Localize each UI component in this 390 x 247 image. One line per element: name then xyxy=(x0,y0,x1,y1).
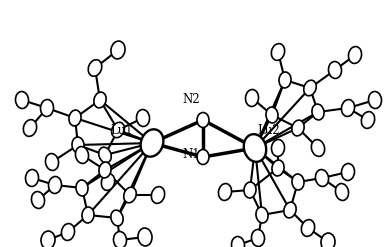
Ellipse shape xyxy=(369,91,381,108)
Ellipse shape xyxy=(244,134,266,162)
Ellipse shape xyxy=(136,109,149,126)
Ellipse shape xyxy=(256,207,268,223)
Ellipse shape xyxy=(271,44,285,60)
Ellipse shape xyxy=(304,80,316,96)
Ellipse shape xyxy=(82,207,94,223)
Ellipse shape xyxy=(62,224,74,240)
Ellipse shape xyxy=(41,100,53,117)
Text: Lu1: Lu1 xyxy=(110,124,133,137)
Ellipse shape xyxy=(94,92,106,108)
Ellipse shape xyxy=(101,174,115,190)
Ellipse shape xyxy=(99,162,111,178)
Ellipse shape xyxy=(197,112,209,127)
Text: Lu2: Lu2 xyxy=(257,124,280,137)
Ellipse shape xyxy=(301,220,315,236)
Ellipse shape xyxy=(348,46,362,63)
Ellipse shape xyxy=(151,187,165,203)
Ellipse shape xyxy=(321,233,335,247)
Ellipse shape xyxy=(341,100,355,116)
Ellipse shape xyxy=(45,154,58,170)
Ellipse shape xyxy=(75,146,89,164)
Ellipse shape xyxy=(342,164,355,181)
Ellipse shape xyxy=(76,180,88,196)
Ellipse shape xyxy=(72,137,84,153)
Text: N2: N2 xyxy=(182,93,200,106)
Ellipse shape xyxy=(271,140,285,157)
Ellipse shape xyxy=(245,89,259,106)
Ellipse shape xyxy=(124,187,136,203)
Ellipse shape xyxy=(113,231,126,247)
Ellipse shape xyxy=(141,129,163,157)
Ellipse shape xyxy=(292,174,304,190)
Ellipse shape xyxy=(232,237,245,247)
Ellipse shape xyxy=(272,160,284,176)
Ellipse shape xyxy=(252,229,264,247)
Ellipse shape xyxy=(279,72,291,88)
Ellipse shape xyxy=(197,149,209,165)
Ellipse shape xyxy=(111,41,125,59)
Ellipse shape xyxy=(111,210,123,226)
Ellipse shape xyxy=(23,120,37,136)
Ellipse shape xyxy=(292,120,304,136)
Ellipse shape xyxy=(328,62,342,79)
Ellipse shape xyxy=(99,147,111,163)
Ellipse shape xyxy=(88,60,102,76)
Ellipse shape xyxy=(112,122,124,138)
Ellipse shape xyxy=(335,184,349,201)
Text: N1: N1 xyxy=(182,148,200,161)
Ellipse shape xyxy=(25,169,39,186)
Ellipse shape xyxy=(48,177,62,193)
Ellipse shape xyxy=(41,231,55,247)
Ellipse shape xyxy=(311,140,324,156)
Ellipse shape xyxy=(16,91,28,108)
Ellipse shape xyxy=(312,104,324,120)
Ellipse shape xyxy=(244,182,256,198)
Ellipse shape xyxy=(316,169,328,186)
Ellipse shape xyxy=(69,110,81,126)
Ellipse shape xyxy=(362,112,375,128)
Ellipse shape xyxy=(32,192,44,208)
Ellipse shape xyxy=(218,184,232,201)
Ellipse shape xyxy=(284,202,296,218)
Ellipse shape xyxy=(138,228,152,246)
Ellipse shape xyxy=(266,107,278,123)
